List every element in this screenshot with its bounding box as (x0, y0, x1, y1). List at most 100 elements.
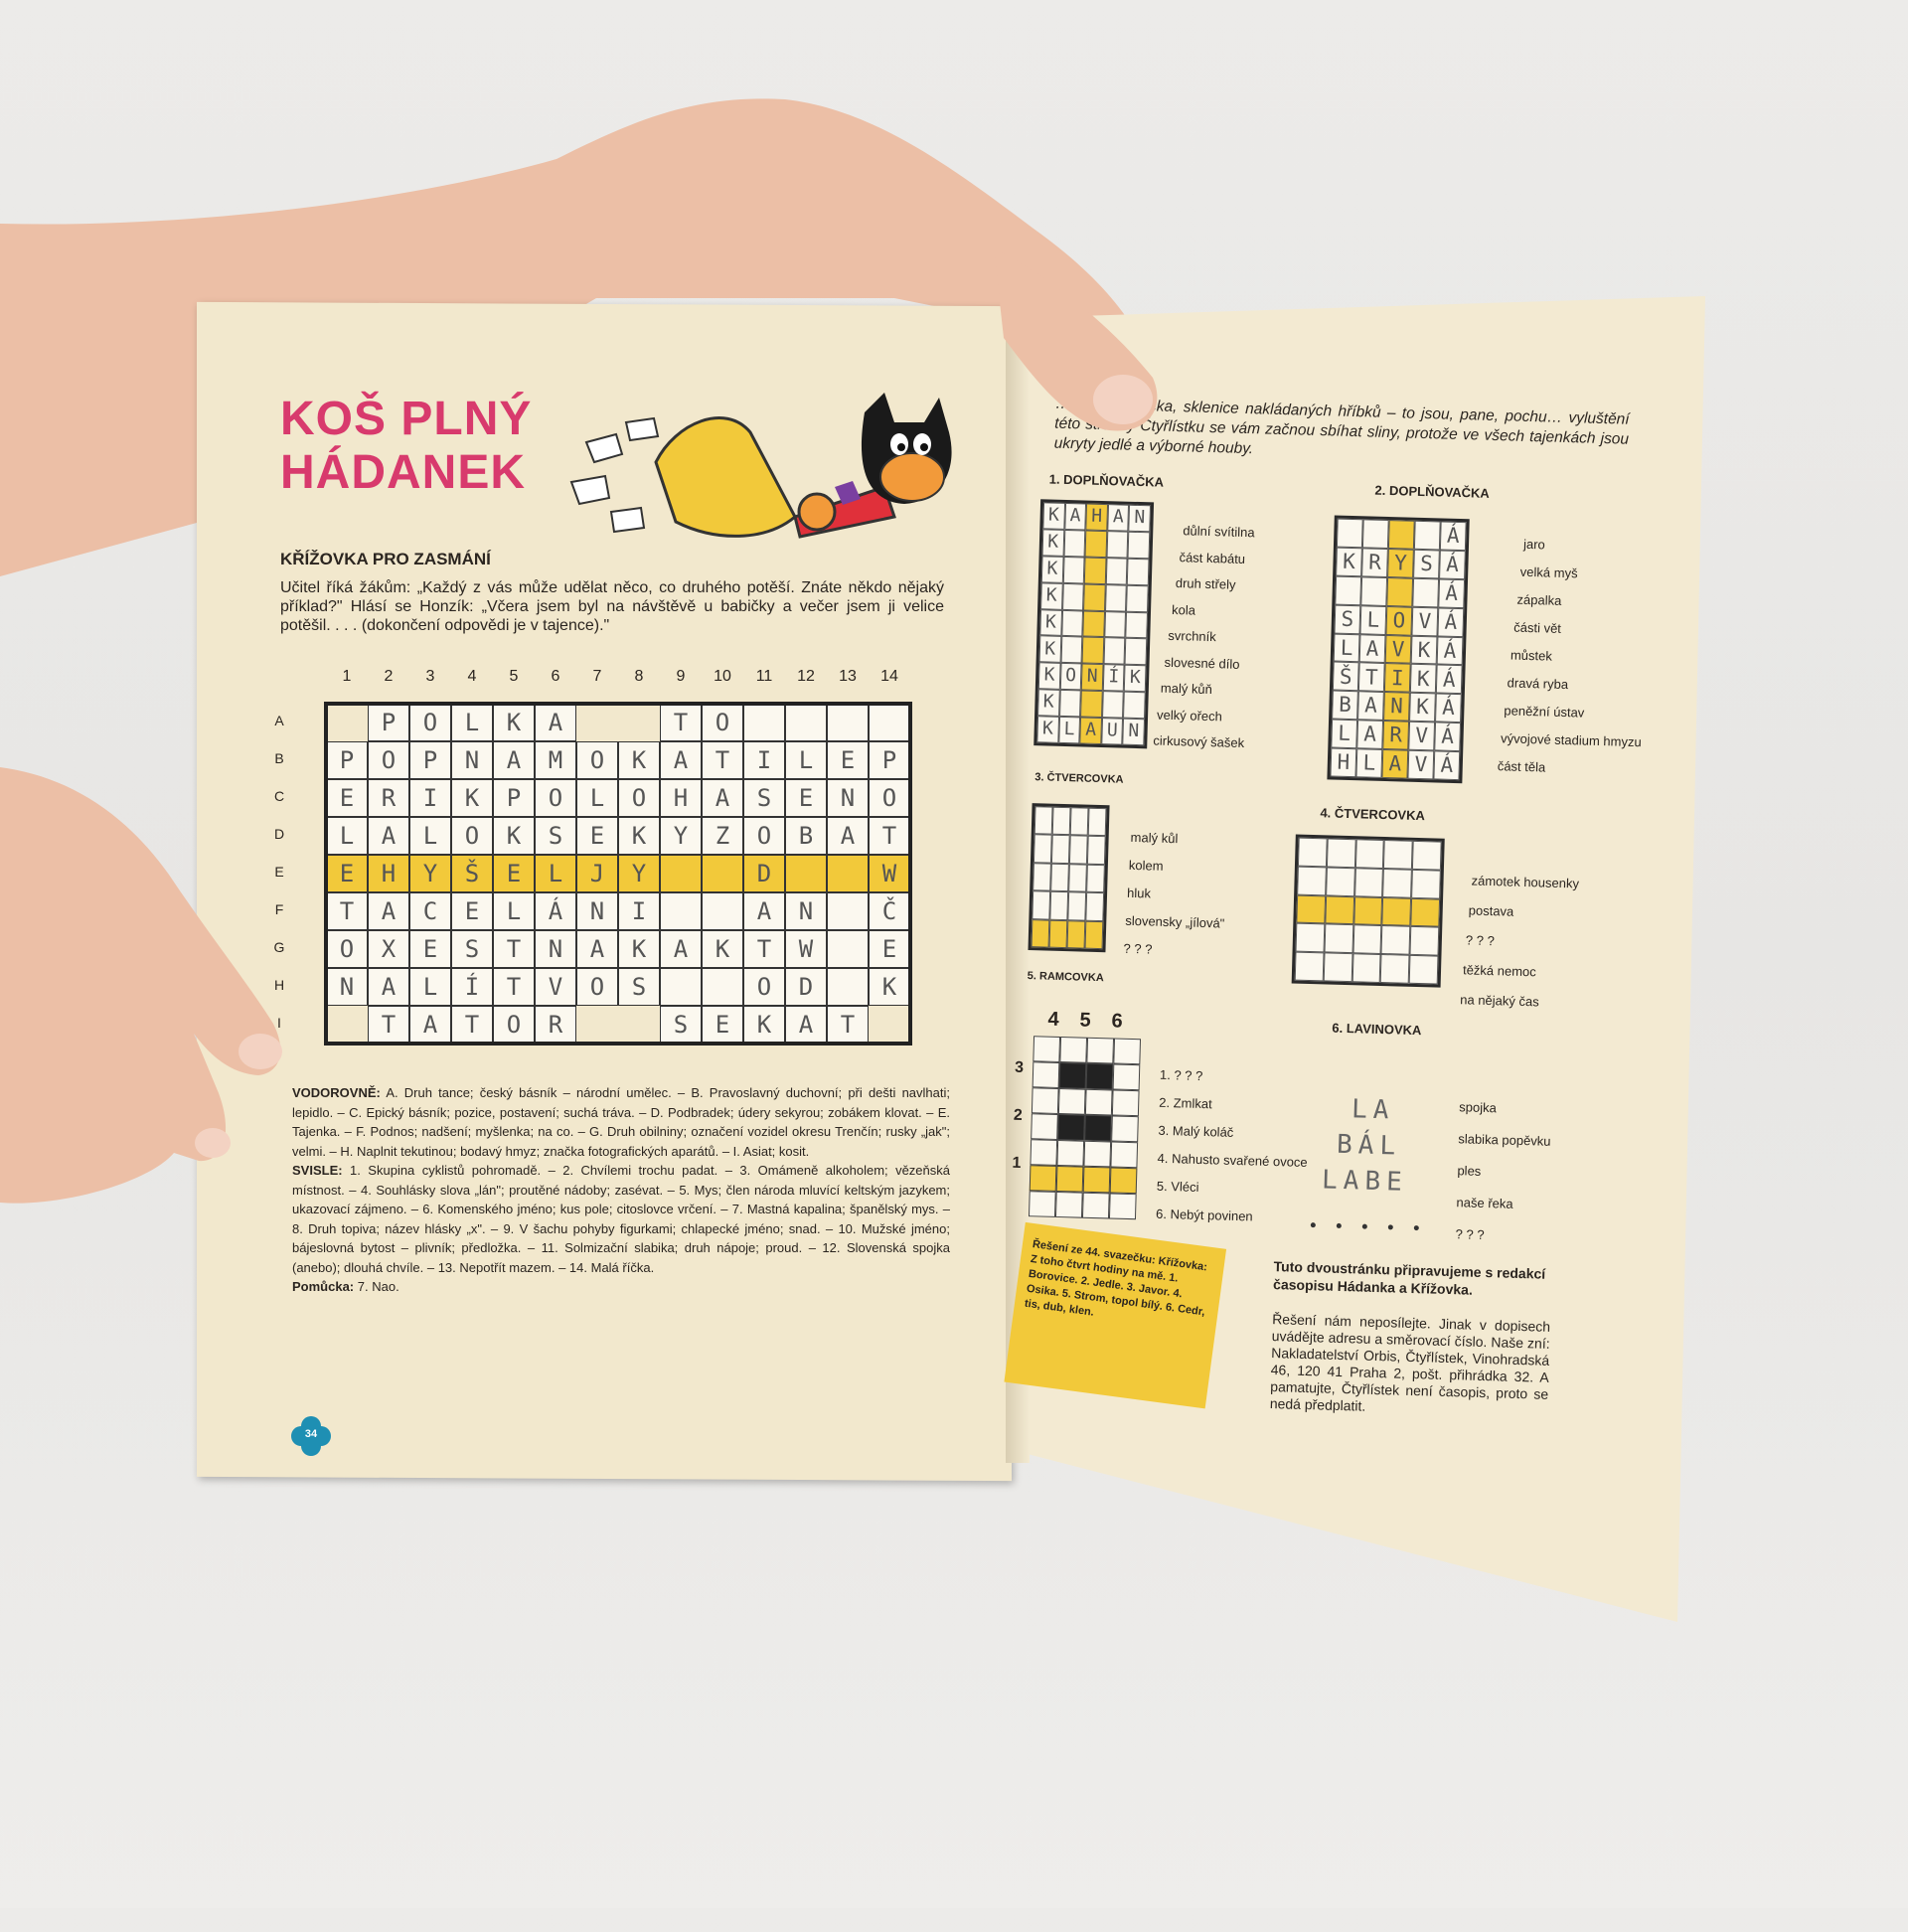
crossword-cell: K (618, 930, 660, 968)
crossword-cell: I (743, 741, 785, 779)
crossword-cell: P (493, 779, 535, 817)
crossword-cell: R (368, 779, 409, 817)
crossword-cell (660, 892, 702, 930)
crossword-cell: A (493, 741, 535, 779)
crossword-cell (660, 855, 702, 892)
clover-page-badge: 34 (290, 1415, 332, 1457)
crossword-cell: K (451, 779, 493, 817)
crossword-cell: M (535, 741, 576, 779)
crossword-cell: O (576, 741, 618, 779)
crossword-cell: P (409, 741, 451, 779)
crossword-cell: Y (618, 855, 660, 892)
column-number: 14 (880, 668, 898, 685)
crossword-cell: E (326, 779, 368, 817)
crossword-cell: C (409, 892, 451, 930)
crossword-cell: E (576, 817, 618, 855)
crossword-cell: X (368, 930, 409, 968)
across-clues: A. Druh tance; český básník – národní um… (292, 1085, 950, 1159)
crossword-subtitle: KŘÍŽOVKA PRO ZASMÁNÍ (280, 550, 491, 568)
crossword-cell (702, 892, 743, 930)
crossword-cell (827, 855, 869, 892)
crossword-cell: O (409, 704, 451, 741)
crossword-cell: E (869, 930, 910, 968)
crossword-cell: N (785, 892, 827, 930)
crossword-cell: K (618, 817, 660, 855)
crossword-cell: H (660, 779, 702, 817)
row-letter: F (274, 901, 284, 917)
crossword-cell: N (576, 892, 618, 930)
crossword-cell (785, 855, 827, 892)
crossword-cell: S (743, 779, 785, 817)
column-number: 9 (676, 668, 686, 685)
crossword-cell: W (785, 930, 827, 968)
crossword-cell: T (493, 930, 535, 968)
crossword-cell: V (535, 968, 576, 1006)
crossword-cell: O (493, 1006, 535, 1044)
crossword-cell: Á (535, 892, 576, 930)
column-number: 5 (509, 668, 519, 685)
row-letter: G (273, 939, 285, 955)
hint-label: Pomůcka: (292, 1279, 355, 1294)
crossword-cell (743, 704, 785, 741)
hint-text: 7. Nao. (357, 1279, 399, 1294)
crossword-cell: A (660, 930, 702, 968)
column-number: 1 (342, 668, 352, 685)
row-letter: E (274, 864, 284, 880)
crossword-cell: S (660, 1006, 702, 1044)
crossword-cell: A (576, 930, 618, 968)
crossword-cell: L (576, 779, 618, 817)
crossword-cell: A (368, 892, 409, 930)
crossword-cell: H (368, 855, 409, 892)
crossword-cell (827, 968, 869, 1006)
row-letter: B (274, 750, 284, 766)
crossword-cell: E (827, 741, 869, 779)
crossword-cell: N (827, 779, 869, 817)
column-number: 3 (425, 668, 435, 685)
row-letter: I (277, 1015, 281, 1031)
crossword-cell: Č (869, 892, 910, 930)
down-label: SVISLE: (292, 1163, 343, 1178)
crossword-cell: O (743, 968, 785, 1006)
crossword-cell: D (785, 968, 827, 1006)
crossword-cell (702, 968, 743, 1006)
crossword-cell: O (368, 741, 409, 779)
crossword-cell: L (493, 892, 535, 930)
crossword-cell: Š (451, 855, 493, 892)
crossword-cell: K (493, 817, 535, 855)
crossword-cell: O (535, 779, 576, 817)
crossword-cell: A (368, 968, 409, 1006)
crossword-cell: L (535, 855, 576, 892)
crossword-cell: S (535, 817, 576, 855)
crossword-cell: Z (702, 817, 743, 855)
crossword-cell: E (409, 930, 451, 968)
crossword-cell: N (326, 968, 368, 1006)
crossword-cell: T (827, 1006, 869, 1044)
crossword-cell: N (451, 741, 493, 779)
crossword-cell: K (493, 704, 535, 741)
crossword-cell: K (869, 968, 910, 1006)
column-number: 2 (384, 668, 394, 685)
column-number: 4 (467, 668, 477, 685)
crossword-intro: Učitel říká žákům: „Každý z vás může udě… (280, 579, 944, 634)
crossword-cell: K (743, 1006, 785, 1044)
crossword-cell: Y (409, 855, 451, 892)
crossword-cell: T (702, 741, 743, 779)
row-letter: C (273, 788, 285, 804)
across-label: VODOROVNĚ: (292, 1085, 381, 1100)
row-letter: D (273, 826, 285, 842)
crossword-cell: Y (660, 817, 702, 855)
crossword-cell: E (702, 1006, 743, 1044)
clover-icon (291, 1416, 331, 1456)
crossword-cell: O (869, 779, 910, 817)
column-number: 10 (714, 668, 731, 685)
crossword-cell: O (451, 817, 493, 855)
column-number: 13 (839, 668, 857, 685)
crossword-cell: L (785, 741, 827, 779)
crossword-cell (660, 968, 702, 1006)
crossword-cell: T (869, 817, 910, 855)
crossword-cell: I (409, 779, 451, 817)
crossword-cell: O (576, 968, 618, 1006)
crossword-cell: E (785, 779, 827, 817)
